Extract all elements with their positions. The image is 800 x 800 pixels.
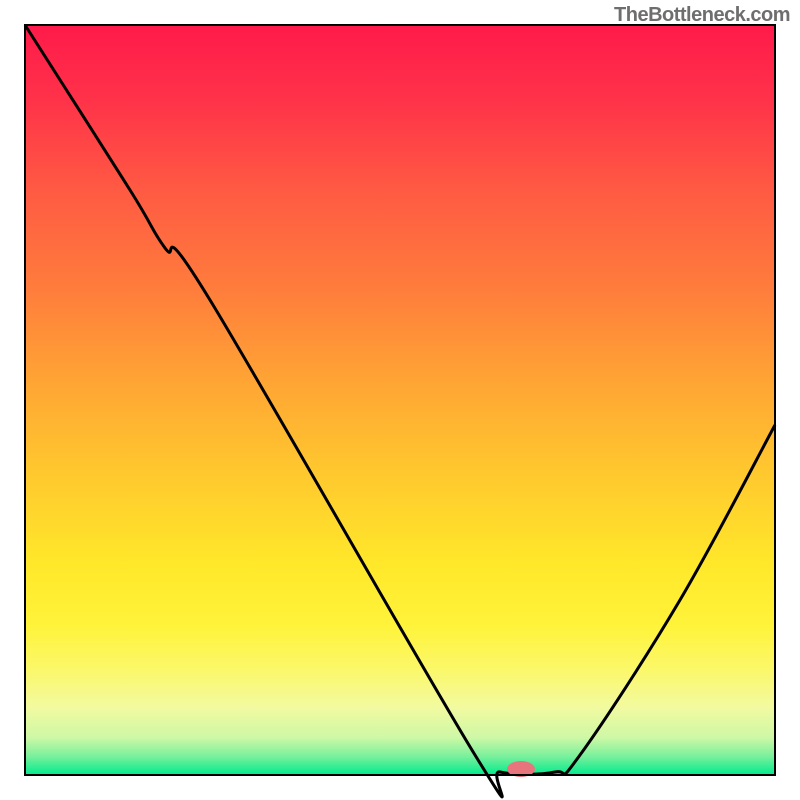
bottleneck-heat-chart bbox=[0, 0, 800, 800]
watermark-text: TheBottleneck.com bbox=[614, 4, 790, 27]
heat-gradient-area bbox=[25, 25, 775, 775]
